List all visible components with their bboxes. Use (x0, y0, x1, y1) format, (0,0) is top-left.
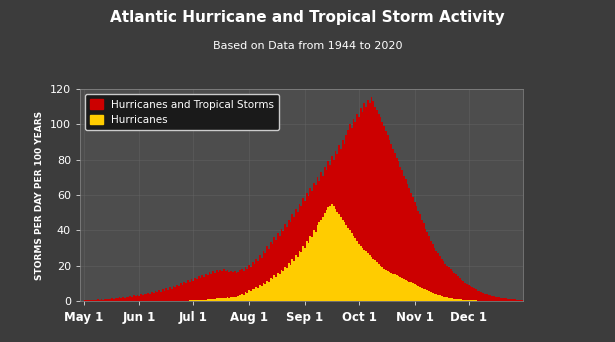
Legend: Hurricanes and Tropical Storms, Hurricanes: Hurricanes and Tropical Storms, Hurrican… (85, 94, 279, 130)
Text: Based on Data from 1944 to 2020: Based on Data from 1944 to 2020 (213, 41, 402, 51)
Text: Atlantic Hurricane and Tropical Storm Activity: Atlantic Hurricane and Tropical Storm Ac… (110, 10, 505, 25)
Y-axis label: STORMS PER DAY PER 100 YEARS: STORMS PER DAY PER 100 YEARS (35, 110, 44, 279)
